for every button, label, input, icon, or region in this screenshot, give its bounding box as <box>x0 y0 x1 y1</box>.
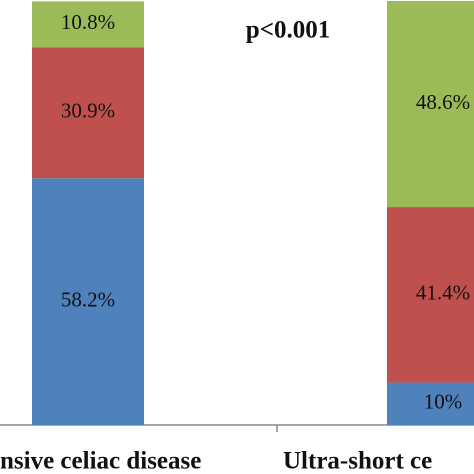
value-label: 30.9% <box>61 99 115 123</box>
value-label: 48.6% <box>416 90 470 114</box>
bar-segment <box>32 178 144 425</box>
bar-segment <box>387 382 474 425</box>
value-label: 10.8% <box>61 10 115 34</box>
bar-segment <box>387 1 474 208</box>
bar-segment <box>32 1 144 48</box>
p-value-annotation: p<0.001 <box>246 17 330 44</box>
value-label: 58.2% <box>61 287 115 311</box>
x-tick-label: nsive celiac disease <box>0 448 201 474</box>
value-label: 41.4% <box>416 281 470 305</box>
bar-segment <box>387 207 474 383</box>
x-tick-label: Ultra-short ce <box>283 448 432 474</box>
bar-segment <box>32 47 144 179</box>
value-label: 10% <box>424 390 463 414</box>
